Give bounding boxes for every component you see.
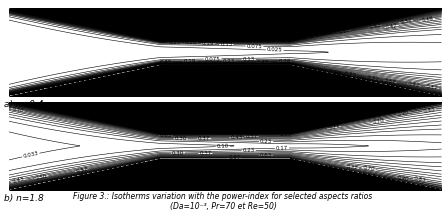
Text: 0.92: 0.92 (328, 69, 341, 77)
Text: 0.97: 0.97 (279, 131, 292, 137)
Text: 0.30: 0.30 (172, 151, 184, 156)
Text: 0.19: 0.19 (184, 59, 196, 64)
Text: 0.77: 0.77 (327, 124, 340, 131)
Text: 0.033: 0.033 (23, 151, 39, 159)
Text: 0.72: 0.72 (302, 34, 315, 41)
Text: 0.57: 0.57 (425, 84, 438, 91)
Text: 0.28: 0.28 (185, 40, 197, 45)
Text: 0.10: 0.10 (216, 144, 229, 149)
Text: 0.57: 0.57 (245, 134, 258, 139)
Text: 0.67: 0.67 (384, 78, 397, 85)
Text: 0.97: 0.97 (432, 91, 445, 98)
Text: 0.62: 0.62 (368, 22, 382, 30)
Text: 0.63: 0.63 (160, 133, 172, 138)
Text: 0.70: 0.70 (372, 118, 385, 125)
Text: 0.70: 0.70 (362, 165, 375, 172)
Text: Figure 3.: Isotherms variation with the power-index for selected aspects ratios: Figure 3.: Isotherms variation with the … (74, 192, 372, 201)
Text: 0.77: 0.77 (126, 31, 139, 39)
Text: 0.67: 0.67 (338, 27, 351, 35)
Text: 0.23: 0.23 (168, 40, 181, 45)
Text: 0.48: 0.48 (257, 60, 269, 65)
Text: 0.62: 0.62 (408, 82, 421, 89)
Text: 0.43: 0.43 (12, 177, 25, 184)
Text: 0.50: 0.50 (11, 106, 24, 114)
Text: 0.075: 0.075 (205, 56, 220, 62)
Text: 0.13: 0.13 (243, 57, 255, 62)
Text: 0.92: 0.92 (279, 38, 292, 43)
Text: 0.63: 0.63 (260, 153, 272, 158)
Text: 0.72: 0.72 (367, 75, 380, 83)
Text: 0.28: 0.28 (279, 59, 291, 64)
Text: 0.83: 0.83 (413, 176, 426, 184)
Text: 0.77: 0.77 (344, 72, 357, 79)
Text: 0.17: 0.17 (276, 145, 288, 151)
Text: 0.48: 0.48 (421, 16, 434, 23)
Text: 0.23: 0.23 (223, 59, 235, 64)
Text: 0.23: 0.23 (260, 139, 272, 144)
Text: 0.13: 0.13 (220, 42, 232, 47)
Text: a) n=0.4: a) n=0.4 (4, 100, 44, 109)
Text: 0.90: 0.90 (396, 175, 409, 182)
Text: 0.92: 0.92 (159, 62, 171, 67)
Text: 0.57: 0.57 (400, 18, 413, 25)
Text: 0.42: 0.42 (385, 23, 398, 30)
Text: 0.075: 0.075 (247, 43, 262, 49)
Text: 0.23: 0.23 (243, 148, 255, 153)
Text: 0.025: 0.025 (267, 47, 283, 53)
Text: 0.30: 0.30 (175, 136, 187, 141)
Text: 0.57: 0.57 (75, 167, 88, 174)
Text: (Da=10⁻³, Pr=70 et Re=50): (Da=10⁻³, Pr=70 et Re=50) (169, 202, 277, 211)
Text: 0.37: 0.37 (199, 151, 211, 156)
Text: 0.77: 0.77 (346, 164, 359, 171)
Text: b) n=1.8: b) n=1.8 (4, 194, 44, 203)
Text: 0.97: 0.97 (228, 155, 240, 160)
Text: 0.50: 0.50 (35, 173, 48, 181)
Text: 0.90: 0.90 (397, 109, 410, 117)
Text: 0.19: 0.19 (202, 41, 215, 46)
Text: 0.42: 0.42 (160, 60, 172, 65)
Text: 0.43: 0.43 (230, 135, 243, 140)
Text: 0.83: 0.83 (423, 107, 436, 114)
Text: 0.92: 0.92 (320, 29, 333, 37)
Text: 0.97: 0.97 (435, 6, 446, 13)
Text: 0.37: 0.37 (198, 136, 210, 141)
